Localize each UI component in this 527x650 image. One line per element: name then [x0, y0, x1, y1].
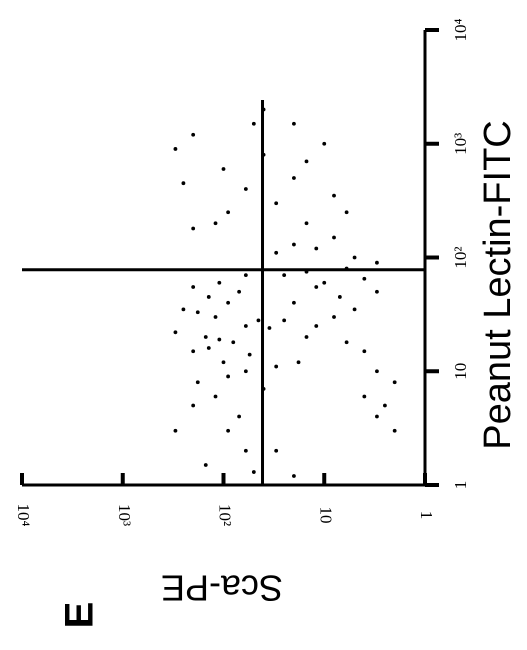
- data-point: [296, 360, 301, 365]
- data-point: [247, 352, 252, 357]
- data-point: [362, 349, 367, 354]
- data-point: [195, 380, 200, 385]
- y-tick-label: 10²: [216, 504, 235, 526]
- data-point: [203, 463, 208, 467]
- data-point: [191, 349, 196, 354]
- data-point: [392, 428, 397, 433]
- data-point: [243, 187, 248, 191]
- data-point: [221, 360, 226, 365]
- data-point: [304, 269, 309, 274]
- data-point: [191, 403, 196, 408]
- y-tick-label: 10: [316, 507, 335, 524]
- data-point: [173, 330, 178, 335]
- x-tick-label: 1: [451, 481, 470, 490]
- data-point: [191, 132, 196, 137]
- data-point: [352, 307, 357, 312]
- data-point: [344, 340, 349, 345]
- data-point: [322, 280, 327, 285]
- data-point: [314, 285, 319, 289]
- data-point: [237, 414, 242, 419]
- data-point: [243, 324, 248, 328]
- data-point: [206, 346, 211, 350]
- data-point: [191, 285, 196, 289]
- x-tick-label: 10⁴: [451, 18, 470, 41]
- data-point: [267, 326, 272, 330]
- data-point: [332, 315, 336, 319]
- x-axis-label: Peanut Lectin-FITC: [477, 120, 519, 449]
- data-point: [251, 121, 256, 126]
- y-tick-label: 1: [417, 511, 436, 520]
- data-point: [332, 193, 336, 198]
- data-point: [274, 250, 279, 255]
- data-point: [383, 403, 387, 408]
- y-tick-label: 10⁴: [14, 504, 33, 527]
- data-point: [226, 374, 231, 379]
- data-point: [337, 295, 342, 299]
- data-point: [173, 147, 178, 151]
- data-point: [243, 273, 248, 278]
- x-tick-label: 10³: [451, 133, 470, 155]
- data-point: [173, 428, 178, 433]
- data-point: [226, 300, 231, 305]
- data-point: [344, 210, 349, 215]
- data-point: [314, 246, 319, 251]
- data-point: [237, 289, 242, 294]
- data-point: [256, 318, 261, 323]
- data-point: [292, 242, 296, 247]
- data-point: [231, 340, 236, 345]
- data-point: [203, 335, 208, 339]
- data-point: [304, 335, 309, 339]
- data-point: [213, 221, 218, 226]
- data-point: [292, 474, 296, 478]
- y-tick-label: 10³: [115, 504, 134, 526]
- data-point: [314, 324, 319, 328]
- x-tick-label: 10²: [451, 246, 470, 268]
- data-point: [213, 394, 218, 399]
- data-point: [274, 448, 279, 453]
- data-point: [344, 266, 349, 271]
- data-point: [352, 255, 357, 260]
- data-point: [375, 289, 379, 294]
- data-point: [243, 448, 248, 453]
- x-tick-label: 10: [451, 363, 470, 380]
- data-point: [195, 310, 200, 315]
- data-point: [282, 273, 287, 278]
- y-axis-label: Sca-PE: [161, 567, 283, 608]
- data-point: [322, 141, 327, 146]
- data-point: [292, 176, 296, 180]
- data-point: [221, 167, 226, 171]
- data-point: [362, 276, 367, 281]
- data-point: [274, 364, 279, 369]
- data-point: [217, 337, 222, 342]
- data-point: [251, 470, 256, 474]
- data-point: [217, 280, 222, 285]
- data-point: [375, 260, 379, 265]
- data-point: [292, 300, 296, 305]
- data-point: [261, 107, 266, 112]
- data-point: [243, 369, 248, 374]
- data-point: [274, 201, 279, 206]
- data-point: [191, 226, 196, 231]
- data-point: [181, 181, 186, 186]
- data-point: [392, 380, 397, 385]
- data-point: [375, 414, 379, 419]
- data-point: [181, 307, 186, 312]
- data-point: [304, 221, 309, 226]
- data-point: [226, 210, 231, 215]
- data-point: [362, 394, 367, 399]
- data-point: [206, 295, 211, 299]
- data-point: [261, 386, 266, 391]
- data-point: [282, 318, 287, 323]
- data-point: [304, 159, 309, 164]
- data-point: [292, 121, 296, 126]
- data-point: [261, 152, 266, 157]
- data-point: [332, 235, 336, 240]
- data-point: [375, 369, 379, 374]
- data-point: [226, 428, 231, 433]
- panel-label: E: [58, 602, 102, 629]
- data-point: [213, 315, 218, 319]
